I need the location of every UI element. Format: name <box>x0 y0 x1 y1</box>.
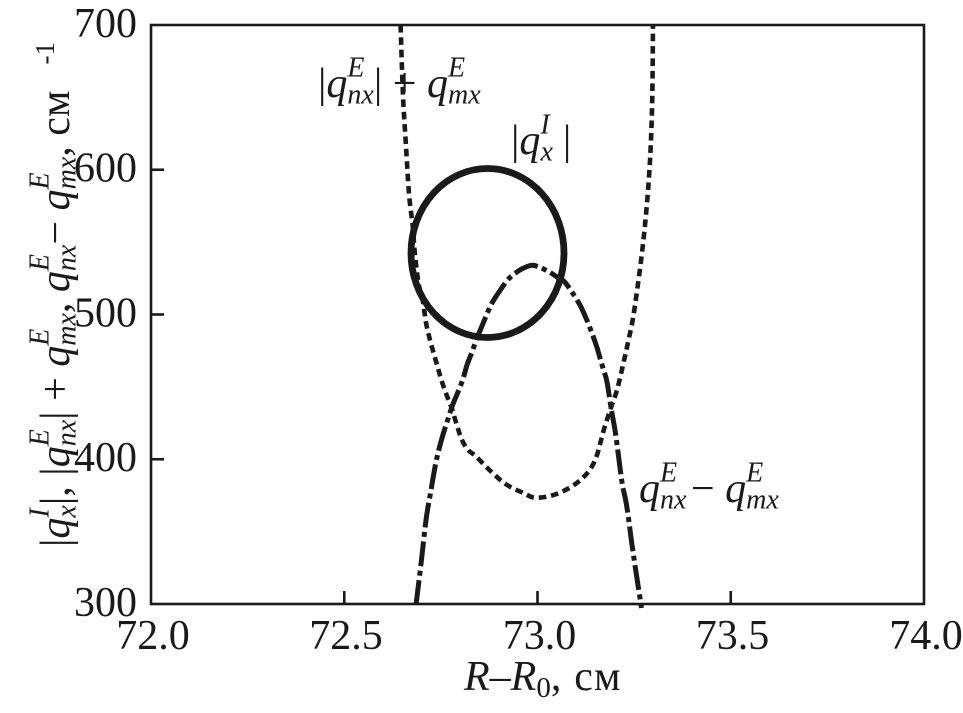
svg-text:300: 300 <box>74 580 137 626</box>
svg-text:500: 500 <box>74 291 137 337</box>
svg-text:72.5: 72.5 <box>309 613 383 659</box>
svg-text:72.0: 72.0 <box>116 613 190 659</box>
svg-text:400: 400 <box>74 435 137 481</box>
svg-text:73.0: 73.0 <box>503 613 577 659</box>
svg-text:600: 600 <box>74 146 137 192</box>
svg-text:700: 700 <box>74 1 137 47</box>
svg-text:|qEnx| + qEmx: |qE nx| + qE mx <box>318 53 481 111</box>
svg-text:|qIx|, |qEnx| + qEmx, qEnx− qE: |qIx|, |qEnx| + qEmx, qEnx− qEmx, см-1 <box>25 42 83 547</box>
svg-text:74.0: 74.0 <box>889 613 963 659</box>
svg-text:qEnx − qEmx: qE nx − qE mx <box>639 458 779 516</box>
svg-text:|qIx|: |qI x | <box>511 110 571 168</box>
svg-text:R–R0, см: R–R0, см <box>463 654 622 704</box>
svg-text:73.5: 73.5 <box>696 613 770 659</box>
